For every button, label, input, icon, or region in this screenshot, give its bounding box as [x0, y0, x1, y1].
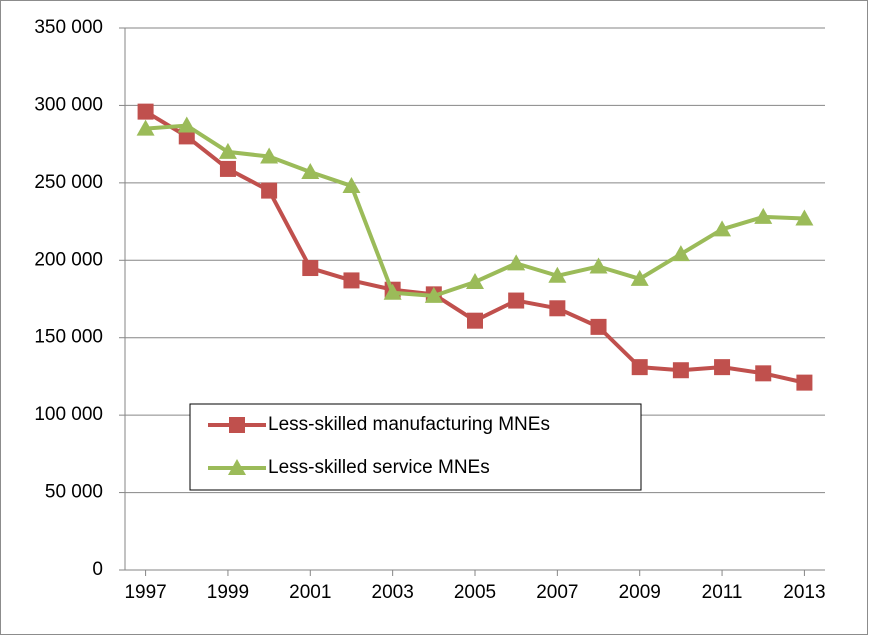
- marker-square: [508, 292, 525, 309]
- legend-label: Less-skilled service MNEs: [268, 457, 490, 478]
- marker-triangle: [177, 116, 196, 133]
- x-tick-label: 1999: [207, 582, 249, 603]
- marker-square: [549, 300, 566, 317]
- marker-triangle: [383, 283, 402, 300]
- y-tick-label: 150 000: [34, 327, 103, 348]
- marker-square: [714, 359, 731, 376]
- x-tick-label: 2009: [619, 582, 661, 603]
- y-tick-label: 50 000: [45, 482, 103, 503]
- marker-square: [229, 417, 245, 433]
- marker-triangle: [548, 266, 567, 283]
- marker-triangle: [301, 163, 320, 180]
- marker-triangle: [424, 286, 443, 303]
- x-tick-label: 2001: [289, 582, 331, 603]
- legend-label: Less-skilled manufacturing MNEs: [268, 414, 550, 435]
- y-tick-label: 350 000: [34, 17, 103, 38]
- legend: Less-skilled manufacturing MNEs Less-skil…: [189, 403, 642, 491]
- marker-triangle: [342, 176, 361, 193]
- y-tick-label: 250 000: [34, 172, 103, 193]
- marker-triangle: [218, 142, 237, 159]
- marker-square: [137, 103, 154, 120]
- marker-square: [302, 260, 319, 277]
- marker-square: [796, 374, 813, 391]
- y-tick-label: 0: [92, 559, 103, 580]
- marker-triangle: [507, 254, 526, 271]
- marker-triangle: [466, 272, 484, 289]
- marker-triangle: [589, 257, 608, 274]
- marker-square: [261, 182, 278, 199]
- marker-triangle: [795, 209, 814, 226]
- x-tick-label: 2005: [454, 582, 496, 603]
- marker-square: [219, 160, 236, 177]
- y-tick-label: 200 000: [34, 249, 103, 270]
- x-tick-label: 1997: [124, 582, 166, 603]
- marker-triangle: [671, 245, 690, 262]
- marker-square: [590, 318, 607, 335]
- y-tick-label: 100 000: [34, 404, 103, 425]
- marker-triangle: [228, 459, 246, 475]
- marker-square: [467, 312, 483, 329]
- marker-square: [343, 272, 360, 289]
- x-tick-label: 2007: [536, 582, 578, 603]
- x-tick-label: 2011: [702, 582, 743, 603]
- marker-triangle: [136, 119, 155, 136]
- marker-triangle: [754, 207, 773, 224]
- marker-square: [672, 362, 689, 379]
- marker-triangle: [630, 269, 649, 286]
- marker-triangle: [260, 147, 279, 164]
- marker-square: [631, 359, 648, 376]
- x-tick-label: 2013: [783, 582, 825, 603]
- marker-square: [755, 365, 772, 382]
- legend-box: [189, 403, 642, 491]
- marker-triangle: [713, 220, 732, 237]
- x-tick-label: 2003: [372, 582, 414, 603]
- y-tick-label: 300 000: [34, 94, 103, 115]
